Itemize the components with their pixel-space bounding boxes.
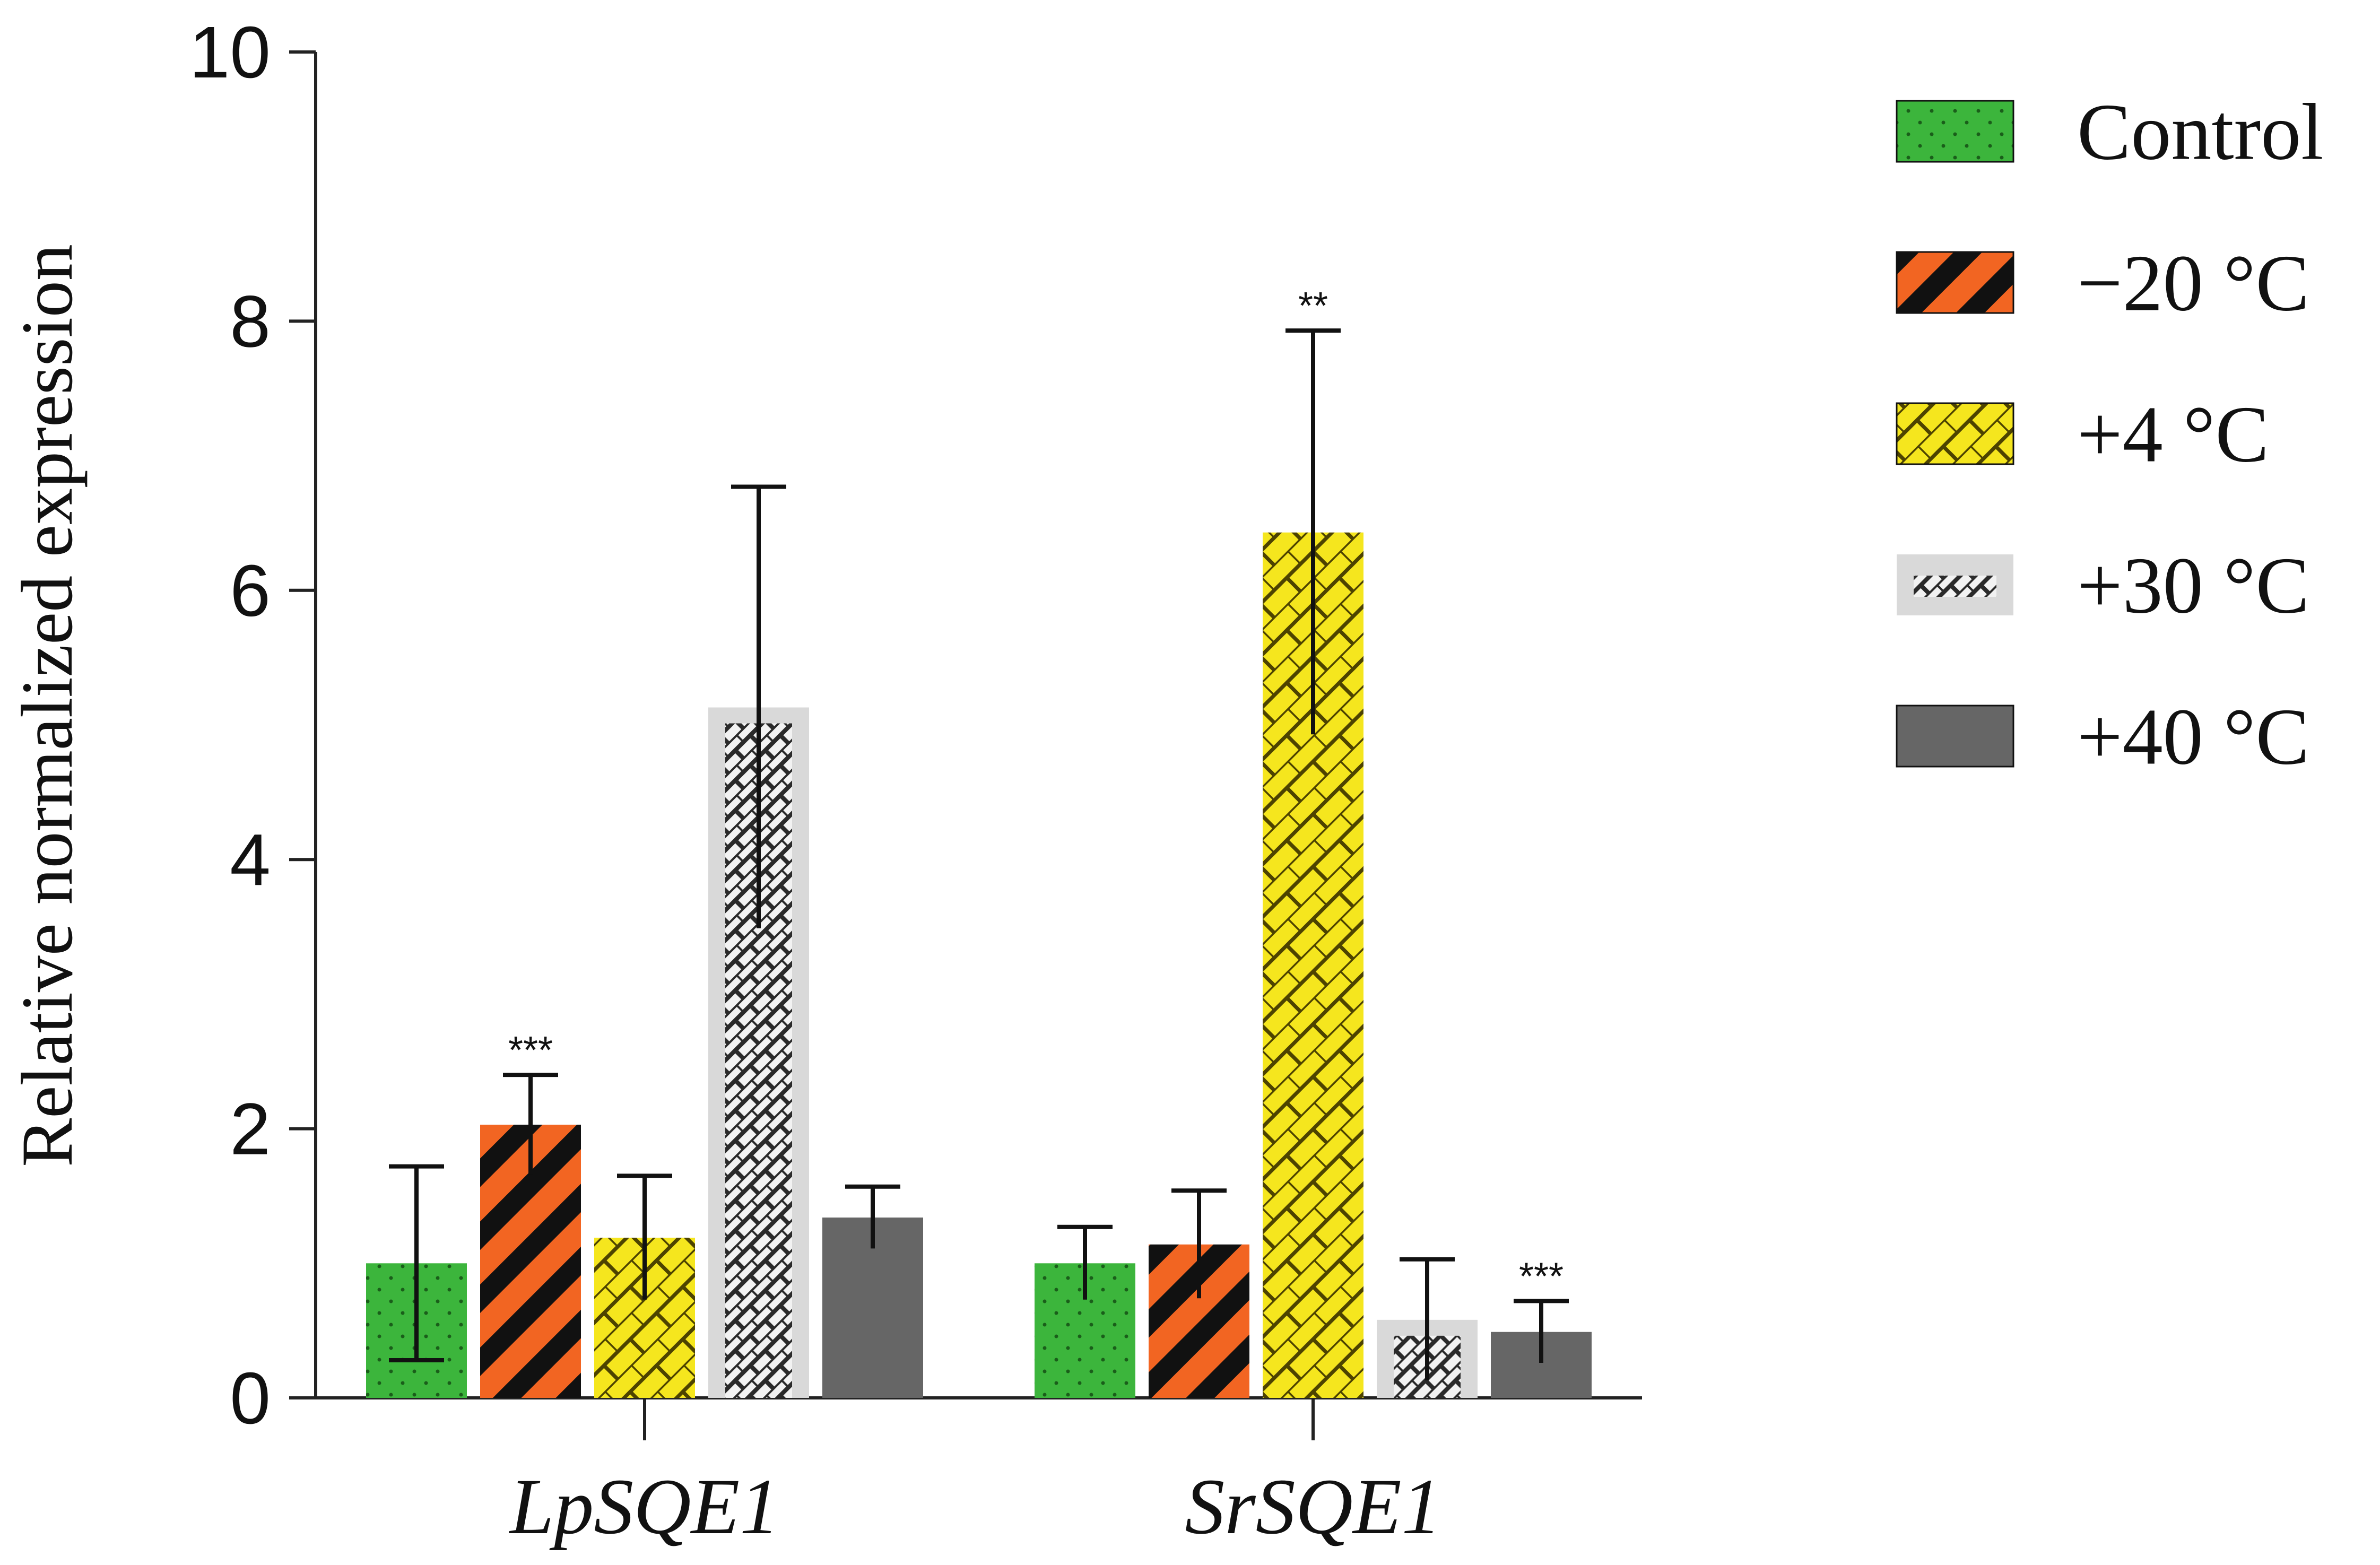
- y-tick-label: 0: [230, 1358, 271, 1439]
- bars: [366, 532, 1592, 1398]
- y-tick-label: 10: [189, 12, 271, 93]
- legend: Control −20 °C +4 °C +30 °C +40 °C: [1896, 88, 2323, 781]
- legend-swatch: [1896, 251, 2014, 314]
- y-axis-title: Relative normalized expression: [6, 244, 88, 1167]
- legend-swatch: [1896, 100, 2014, 163]
- legend-label: −20 °C: [2077, 239, 2309, 328]
- y-tick-label: 2: [230, 1089, 271, 1170]
- legend-label: +30 °C: [2077, 541, 2309, 630]
- significance-label: ***: [1519, 1255, 1563, 1298]
- error-bars: [389, 328, 1569, 1381]
- x-categories: LpSQE1 SrSQE1: [509, 1398, 1441, 1551]
- legend-label: +4 °C: [2077, 390, 2269, 479]
- significance-label: ***: [508, 1029, 553, 1072]
- x-category-label: SrSQE1: [1185, 1463, 1441, 1551]
- y-tick-label: 4: [230, 819, 271, 901]
- legend-item: +40 °C: [1896, 692, 2309, 781]
- legend-item: +4 °C: [1896, 390, 2269, 479]
- legend-item: −20 °C: [1896, 239, 2309, 328]
- x-category-label: LpSQE1: [509, 1463, 779, 1551]
- legend-swatch: [1896, 402, 2014, 465]
- legend-swatch-fill: [1914, 576, 1996, 597]
- y-tick-label: 8: [230, 281, 271, 362]
- legend-item: +30 °C: [1897, 541, 2309, 630]
- legend-label: +40 °C: [2077, 692, 2309, 781]
- y-tick-label: 6: [230, 550, 271, 632]
- legend-swatch: [1896, 705, 2014, 768]
- significance-marks: ********: [508, 285, 1563, 1298]
- y-ticks: 0 2 4 6 8 10: [189, 12, 316, 1439]
- significance-label: **: [1298, 285, 1328, 327]
- legend-label: Control: [2077, 88, 2323, 177]
- legend-item: Control: [1896, 88, 2323, 177]
